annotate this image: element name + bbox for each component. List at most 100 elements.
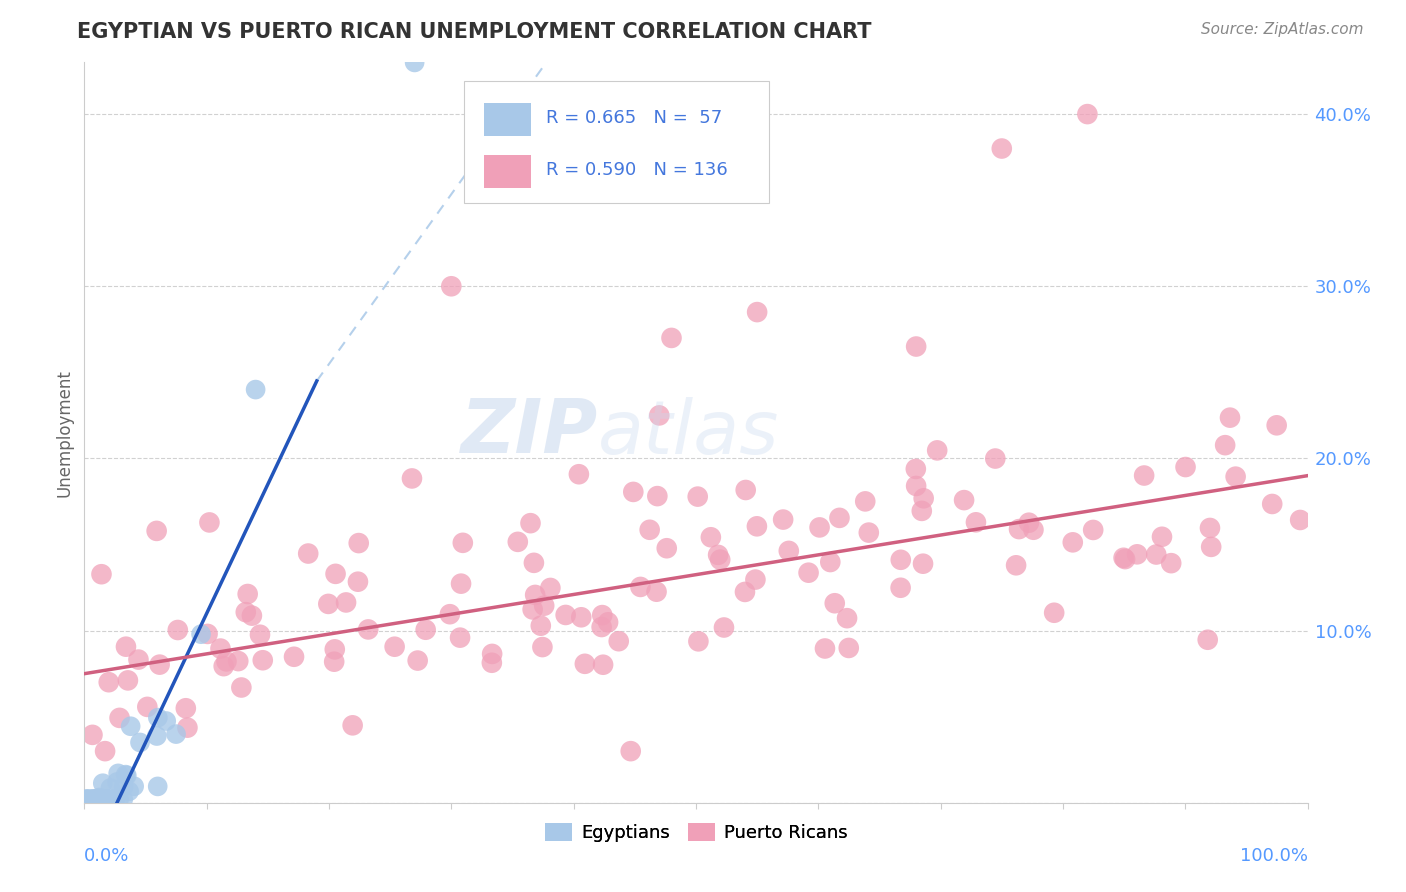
Point bbox=[166, 623, 188, 637]
Point bbox=[347, 574, 370, 589]
Point bbox=[87, 790, 110, 805]
Point bbox=[440, 279, 463, 293]
Point bbox=[522, 602, 544, 616]
Point bbox=[415, 623, 437, 637]
Point bbox=[538, 581, 561, 595]
Point bbox=[523, 556, 546, 570]
Point bbox=[1197, 632, 1219, 647]
Point bbox=[165, 727, 187, 741]
Point bbox=[835, 611, 858, 625]
Point bbox=[1022, 523, 1045, 537]
Point bbox=[797, 566, 820, 580]
Point bbox=[83, 792, 105, 806]
Point bbox=[1174, 460, 1197, 475]
Point bbox=[96, 792, 118, 806]
Point bbox=[174, 701, 197, 715]
Point bbox=[82, 728, 104, 742]
Point bbox=[820, 555, 842, 569]
FancyBboxPatch shape bbox=[484, 103, 531, 136]
Point bbox=[808, 520, 831, 534]
Point bbox=[824, 596, 846, 610]
Text: ZIP: ZIP bbox=[461, 396, 598, 469]
Point bbox=[953, 493, 976, 508]
Point bbox=[661, 331, 683, 345]
Point bbox=[638, 523, 661, 537]
Point bbox=[481, 656, 503, 670]
Point bbox=[592, 657, 614, 672]
Point bbox=[98, 780, 121, 795]
Point bbox=[1225, 469, 1247, 483]
Point bbox=[1018, 516, 1040, 530]
Point bbox=[323, 642, 346, 657]
Point bbox=[120, 719, 142, 733]
Point bbox=[197, 627, 219, 641]
Point bbox=[91, 776, 114, 790]
Point bbox=[105, 775, 128, 789]
Point bbox=[648, 409, 671, 423]
Point bbox=[1062, 535, 1084, 549]
Y-axis label: Unemployment: Unemployment bbox=[55, 368, 73, 497]
Point bbox=[77, 792, 100, 806]
Point bbox=[890, 581, 912, 595]
Point bbox=[87, 792, 110, 806]
Point bbox=[1199, 540, 1222, 554]
Point bbox=[1265, 418, 1288, 433]
Text: 0.0%: 0.0% bbox=[84, 847, 129, 865]
Point bbox=[118, 784, 141, 798]
Point bbox=[630, 580, 652, 594]
Point bbox=[108, 792, 131, 806]
Point bbox=[122, 779, 145, 793]
FancyBboxPatch shape bbox=[484, 155, 531, 188]
Point bbox=[1289, 513, 1312, 527]
Point bbox=[533, 599, 555, 613]
Point bbox=[136, 699, 159, 714]
Point bbox=[481, 647, 503, 661]
Point bbox=[1213, 438, 1236, 452]
Point bbox=[94, 792, 117, 806]
Point bbox=[212, 659, 235, 673]
Point bbox=[814, 641, 837, 656]
Point bbox=[519, 516, 541, 531]
Point bbox=[347, 536, 370, 550]
Point bbox=[965, 516, 987, 530]
Point bbox=[90, 792, 112, 806]
Point bbox=[323, 655, 346, 669]
Point bbox=[82, 792, 104, 806]
Point bbox=[76, 792, 98, 806]
Point bbox=[984, 451, 1007, 466]
Point bbox=[554, 607, 576, 622]
Point bbox=[927, 443, 949, 458]
Point bbox=[568, 467, 591, 482]
Point bbox=[357, 623, 380, 637]
Point bbox=[97, 792, 120, 806]
Point bbox=[176, 721, 198, 735]
Point bbox=[115, 768, 138, 782]
Point bbox=[76, 792, 98, 806]
Text: atlas: atlas bbox=[598, 397, 779, 468]
Point bbox=[574, 657, 596, 671]
Point bbox=[524, 588, 547, 602]
Point bbox=[912, 491, 935, 506]
Point bbox=[655, 541, 678, 556]
Point bbox=[231, 681, 253, 695]
Point bbox=[451, 536, 474, 550]
Point bbox=[506, 534, 529, 549]
Point bbox=[591, 608, 613, 623]
Point bbox=[215, 654, 238, 668]
Point bbox=[91, 792, 114, 806]
Point bbox=[91, 792, 114, 806]
Point bbox=[1160, 556, 1182, 570]
Point bbox=[734, 483, 756, 497]
Point bbox=[591, 620, 613, 634]
Point bbox=[249, 628, 271, 642]
Point bbox=[90, 792, 112, 806]
Point bbox=[149, 657, 172, 672]
Point bbox=[406, 654, 429, 668]
Point bbox=[245, 383, 267, 397]
Point bbox=[190, 627, 212, 641]
Point bbox=[700, 530, 723, 544]
Point bbox=[828, 511, 851, 525]
Point bbox=[83, 792, 105, 806]
Point bbox=[747, 305, 769, 319]
Point bbox=[145, 524, 167, 538]
